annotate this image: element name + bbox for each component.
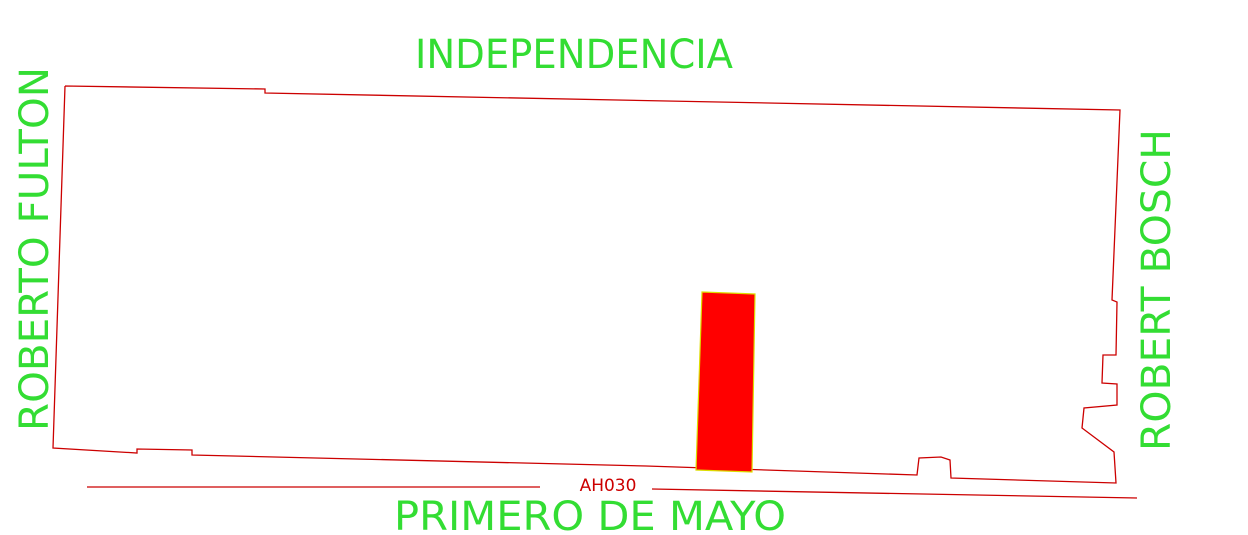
highlighted-parcel[interactable] [695,291,756,473]
block-code-label: AH030 [580,476,637,496]
street-label-south: PRIMERO DE MAYO [394,494,786,535]
street-label-north: INDEPENDENCIA [415,32,734,78]
block-boundary [52,85,1121,484]
street-label-west: ROBERTO FULTON [12,67,58,431]
street-line-right [651,488,1138,499]
street-label-east: ROBERT BOSCH [1134,129,1180,451]
